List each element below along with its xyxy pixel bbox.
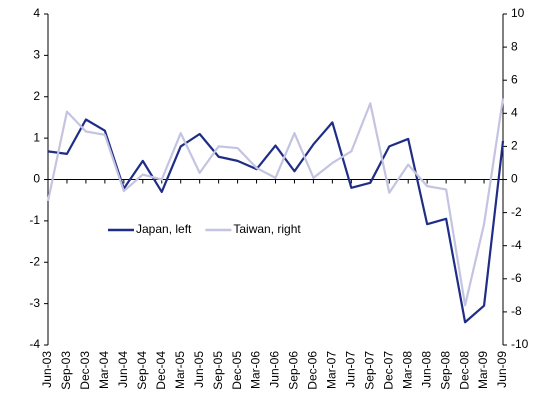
x-tick-label: Sep-06 <box>287 351 301 390</box>
x-tick-label: Jun-03 <box>40 351 54 388</box>
x-tick-label: Dec-05 <box>230 351 244 390</box>
line-series <box>47 118 505 324</box>
x-tick-label: Sep-08 <box>438 351 452 390</box>
x-tick-label: Jun-05 <box>192 351 206 388</box>
y2-tick-label: -8 <box>511 304 522 318</box>
y2-tick-label: -2 <box>511 205 522 219</box>
x-tick-label: Mar-09 <box>476 351 490 389</box>
y-tick-label: 2 <box>33 89 40 103</box>
x-tick-label: Sep-04 <box>135 351 149 390</box>
y2-tick-label: -10 <box>511 337 529 351</box>
y2-tick-label: 10 <box>511 6 525 20</box>
y2-tick-label: 0 <box>511 172 518 186</box>
x-tick-label: Sep-05 <box>211 351 225 390</box>
x-tick-label: Jun-07 <box>344 351 358 388</box>
y2-tick-label: -4 <box>511 238 522 252</box>
y-tick-label: -4 <box>29 337 40 351</box>
x-tick-label: Jun-08 <box>419 351 433 388</box>
y2-tick-label: -6 <box>511 271 522 285</box>
x-tick-label: Jun-06 <box>268 351 282 388</box>
x-tick-label: Sep-07 <box>362 351 376 390</box>
x-tick-label: Jun-09 <box>495 351 509 388</box>
y-tick-label: 4 <box>33 6 40 20</box>
y-tick-label: 0 <box>33 172 40 186</box>
x-tick-label: Mar-04 <box>97 351 111 389</box>
x-tick-label: Dec-03 <box>78 351 92 390</box>
y2-tick-label: 8 <box>511 39 518 53</box>
x-tick-label: Mar-05 <box>173 351 187 389</box>
x-tick-label: Mar-07 <box>325 351 339 389</box>
y-tick-label: -1 <box>29 213 40 227</box>
y2-tick-label: 4 <box>511 105 518 119</box>
y2-tick-label: 2 <box>511 139 518 153</box>
y-tick-label: -2 <box>29 254 40 268</box>
y2-tick-label: 6 <box>511 72 518 86</box>
y-tick-label: 1 <box>33 130 40 144</box>
x-tick-label: Dec-08 <box>457 351 471 390</box>
legend-label: Taiwan, right <box>233 222 301 236</box>
x-tick-label: Sep-03 <box>59 351 73 390</box>
y-tick-label: -3 <box>29 296 40 310</box>
x-tick-label: Mar-06 <box>249 351 263 389</box>
y-tick-label: 3 <box>33 48 40 62</box>
legend-label: Japan, left <box>136 222 192 236</box>
x-tick-label: Jun-04 <box>116 351 130 388</box>
x-tick-label: Mar-08 <box>400 351 414 389</box>
x-tick-label: Dec-04 <box>154 351 168 390</box>
line-series <box>46 98 505 307</box>
x-tick-label: Dec-06 <box>306 351 320 390</box>
x-tick-label: Dec-07 <box>381 351 395 390</box>
